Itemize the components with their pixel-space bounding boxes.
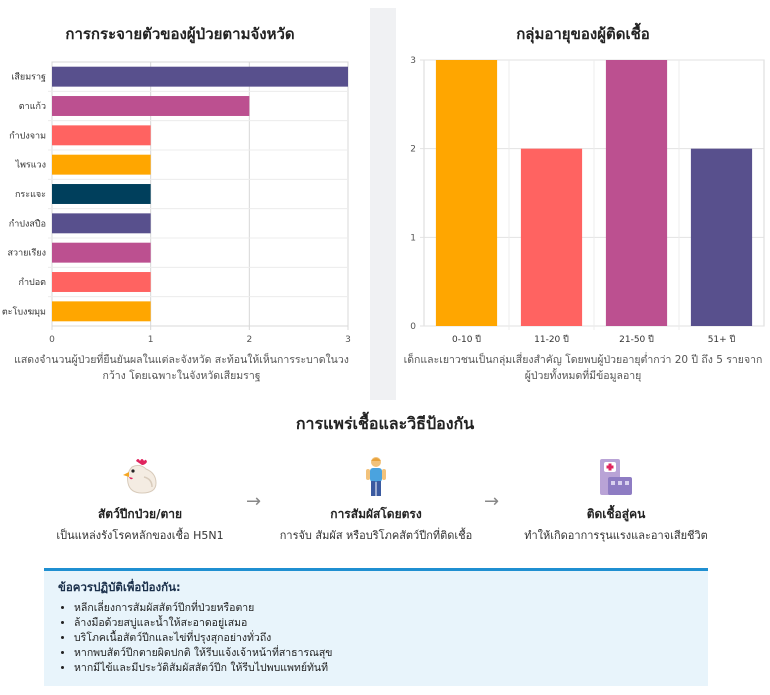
y-tick-label: 0 bbox=[410, 322, 416, 332]
y-tick-label: 3 bbox=[410, 56, 416, 66]
prevention-item: หากพบสัตว์ปีกตายผิดปกติ ให้รีบแจ้งเจ้าหน… bbox=[74, 646, 694, 661]
y-tick-label: เสียมราฐ bbox=[11, 72, 46, 83]
flow-step-desc: ทำให้เกิดอาการรุนแรงและอาจเสียชีวิต bbox=[524, 529, 708, 542]
flow-step-infected-poultry: สัตว์ปีกป่วย/ตาย เป็นแหล่งรังโรคหลักของเ… bbox=[30, 455, 250, 544]
x-tick-label: 51+ ปี bbox=[708, 334, 736, 345]
flow-step-desc: การจับ สัมผัส หรือบริโภคสัตว์ปีกที่ติดเช… bbox=[279, 529, 473, 542]
flow-step-label: การสัมผัสโดยตรง bbox=[330, 507, 422, 521]
hospital-icon bbox=[600, 459, 632, 495]
province-chart-title: การกระจายตัวของผู้ป่วยตามจังหวัด bbox=[65, 25, 295, 43]
bar bbox=[52, 125, 151, 146]
x-tick-label: 3 bbox=[345, 335, 351, 345]
bar bbox=[690, 148, 753, 326]
y-tick-label: ตาแก้ว bbox=[19, 101, 46, 112]
bar bbox=[52, 301, 151, 322]
y-tick-label: กำปงจาม bbox=[9, 130, 46, 141]
transmission-flow: สัตว์ปีกป่วย/ตาย เป็นแหล่งรังโรคหลักของเ… bbox=[0, 455, 770, 555]
prevention-title: ข้อควรปฏิบัติเพื่อป้องกัน: bbox=[58, 580, 181, 594]
bar bbox=[52, 96, 250, 116]
y-tick-label: กำปอต bbox=[19, 277, 47, 288]
flow-arrow-icon: → bbox=[246, 491, 262, 512]
x-tick-label: 0-10 ปี bbox=[452, 334, 481, 345]
age-bar-chart: 0 1 2 3 0-10 ปี 11-20 ปี 21-50 ปี 51+ ปี bbox=[410, 56, 765, 345]
age-chart-title: กลุ่มอายุของผู้ติดเชื้อ bbox=[516, 25, 650, 43]
prevention-item: บริโภคเนื้อสัตว์ปีกและไข่ที่ปรุงสุกอย่าง… bbox=[74, 631, 694, 646]
person-icon bbox=[366, 457, 386, 496]
x-tick-label: 21-50 ปี bbox=[619, 334, 654, 345]
y-tick-label: กระแจะ bbox=[15, 190, 46, 200]
x-tick-label: 1 bbox=[148, 335, 154, 345]
age-chart-panel: กลุ่มอายุของผู้ติดเชื้อ 0 1 2 3 0-10 ปี 11-20… bbox=[396, 0, 770, 400]
y-tick-label: ตะโบงฆมุม bbox=[2, 306, 46, 317]
province-chart-panel: การกระจายตัวของผู้ป่วยตามจังหวัด 0 1 2 3 เสี… bbox=[0, 0, 360, 400]
bar bbox=[52, 213, 151, 234]
transmission-section-title: การแพร่เชื้อและวิธีป้องกัน bbox=[295, 414, 475, 433]
prevention-list: หลีกเลี่ยงการสัมผัสสัตว์ปีกที่ป่วยหรือตา… bbox=[58, 601, 694, 676]
bar bbox=[52, 184, 151, 204]
panel-divider bbox=[370, 8, 396, 400]
prevention-item: หากมีไข้และมีประวัติสัมผัสสัตว์ปีก ให้รี… bbox=[74, 661, 694, 676]
flow-step-desc: เป็นแหล่งรังโรคหลักของเชื้อ H5N1 bbox=[56, 529, 224, 542]
bar bbox=[52, 66, 348, 87]
x-tick-label: 2 bbox=[246, 335, 252, 345]
flow-step-label: ติดเชื้อสู่คน bbox=[586, 507, 646, 521]
y-tick-label: สวายเรียง bbox=[8, 248, 46, 259]
bar bbox=[52, 242, 151, 263]
prevention-item: หลีกเลี่ยงการสัมผัสสัตว์ปีกที่ป่วยหรือตา… bbox=[74, 601, 694, 616]
x-tick-label: 11-20 ปี bbox=[534, 334, 569, 345]
bar bbox=[52, 154, 151, 175]
bar bbox=[52, 272, 151, 292]
y-tick-label: กำปงสปือ bbox=[9, 218, 46, 229]
flow-step-direct-contact: การสัมผัสโดยตรง การจับ สัมผัส หรือบริโภค… bbox=[266, 455, 486, 544]
y-tick-label: ไพรแวง bbox=[14, 160, 46, 171]
bar bbox=[520, 148, 583, 326]
prevention-box: ข้อควรปฏิบัติเพื่อป้องกัน: หลีกเลี่ยงการ… bbox=[44, 568, 708, 686]
age-chart-note: เด็กและเยาวชนเป็นกลุ่มเสี่ยงสำคัญ โดยพบผ… bbox=[403, 354, 763, 382]
x-tick-label: 0 bbox=[49, 335, 55, 345]
province-chart-note: แสดงจำนวนผู้ป่วยที่ยืนยันผลในแต่ละจังหวั… bbox=[14, 354, 349, 382]
bar bbox=[605, 60, 668, 326]
prevention-item: ล้างมือด้วยสบู่และน้ำให้สะอาดอยู่เสมอ bbox=[74, 616, 694, 631]
chicken-icon bbox=[123, 459, 157, 494]
flow-step-label: สัตว์ปีกป่วย/ตาย bbox=[97, 507, 183, 521]
flow-arrow-icon: → bbox=[484, 491, 500, 512]
y-tick-label: 2 bbox=[410, 145, 416, 155]
y-tick-label: 1 bbox=[410, 233, 416, 243]
bar bbox=[435, 60, 498, 326]
province-bar-chart: 0 1 2 3 เสียมราฐตาแก้วกำปงจามไพรแวงกระแจะกำป… bbox=[2, 61, 351, 345]
flow-step-human-infection: ติดเชื้อสู่คน ทำให้เกิดอาการรุนแรงและอาจ… bbox=[506, 455, 726, 544]
